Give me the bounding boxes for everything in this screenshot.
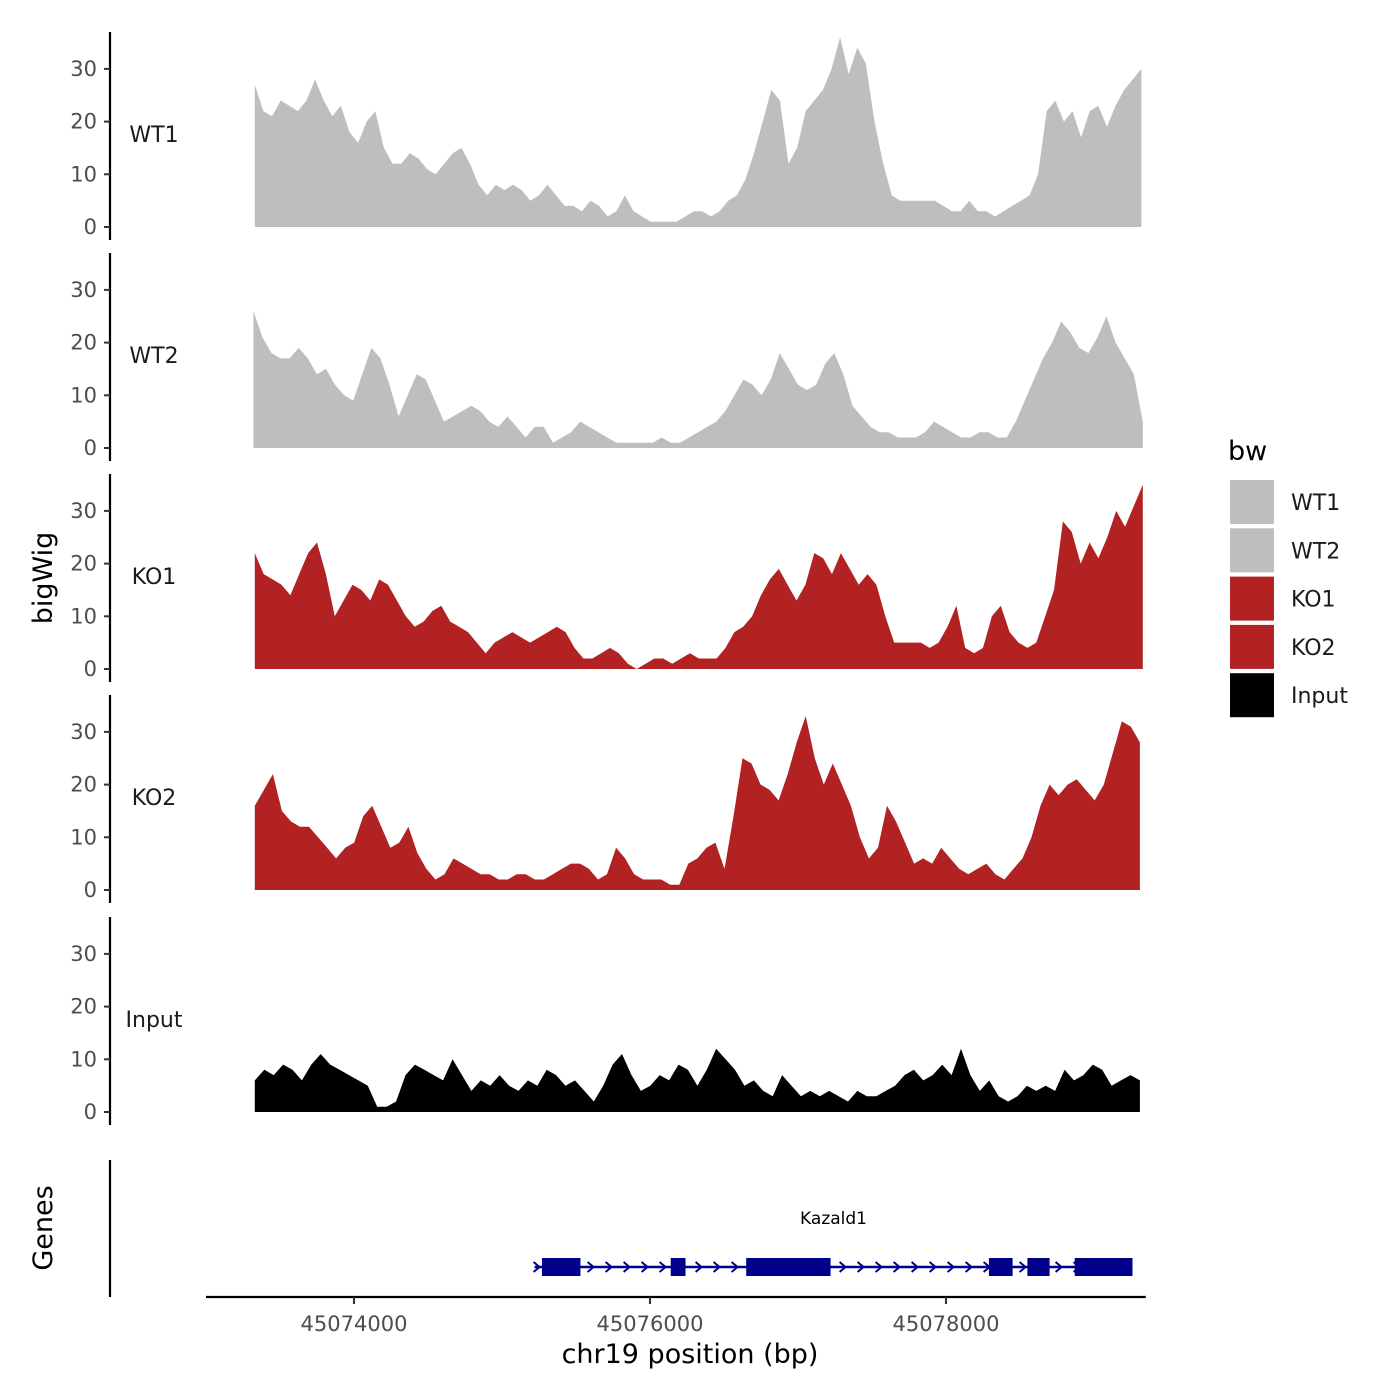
- gene-track: Kazald1: [108, 1160, 1133, 1297]
- signal-area-wt2: [253, 311, 1143, 448]
- legend-label-wt2: WT2: [1291, 539, 1340, 564]
- y-tick-label: 10: [70, 825, 97, 849]
- strand-arrow: [532, 1261, 542, 1273]
- y-axis-title: bigWig: [28, 532, 59, 625]
- track-panel-wt2: 0 10 20 30 WT2: [70, 253, 1143, 461]
- signal-area-ko2: [254, 716, 1140, 890]
- x-tick-label: 45078000: [893, 1312, 1000, 1336]
- strand-arrow: [1018, 1261, 1028, 1273]
- track-panel-ko1: 0 10 20 30 KO1: [70, 474, 1143, 682]
- y-tick-label: 30: [70, 942, 97, 966]
- legend-key-ko2: [1230, 624, 1274, 669]
- y-tick-label: 0: [84, 657, 97, 681]
- strand-arrow: [640, 1261, 650, 1273]
- gene-exon: [746, 1258, 831, 1276]
- legend: bw WT1 WT2 KO1 KO2 Input: [1228, 436, 1348, 718]
- x-tick-label: 45076000: [597, 1312, 704, 1336]
- strand-arrow: [622, 1261, 632, 1273]
- strand-arrow: [928, 1261, 938, 1273]
- y-tick-label: 30: [70, 499, 97, 523]
- signal-area-ko1: [254, 484, 1143, 669]
- signal-area-wt1: [254, 37, 1142, 227]
- track-panel-input: 0 10 20 30 Input: [70, 917, 1140, 1125]
- legend-label-input: Input: [1291, 684, 1348, 709]
- y-tick-label: 10: [70, 1047, 97, 1071]
- y-tick-label: 10: [70, 604, 97, 628]
- track-panel-ko2: 0 10 20 30 KO2: [70, 695, 1140, 903]
- strand-arrow: [874, 1261, 884, 1273]
- strand-arrow: [658, 1261, 668, 1273]
- y-tick-label: 0: [84, 1100, 97, 1124]
- panel-label-wt2: WT2: [129, 344, 178, 369]
- y-tick-label: 30: [70, 720, 97, 744]
- y-tick-label: 0: [84, 215, 97, 239]
- track-panel-wt1: 0 10 20 30 WT1: [70, 32, 1142, 240]
- legend-label-ko2: KO2: [1291, 636, 1336, 661]
- legend-key-wt1: [1230, 480, 1274, 524]
- strand-arrow: [1054, 1261, 1064, 1273]
- track-panels: 0 10 20 30 WT1 0 10 20 30 WT2 0 10 20 30 KO1 0 10 20 30 KO2…: [70, 32, 1143, 1125]
- strand-arrow: [586, 1261, 596, 1273]
- legend-title: bw: [1228, 436, 1267, 467]
- y-tick-label: 30: [70, 278, 97, 302]
- legend-key-input: [1230, 673, 1274, 718]
- strand-arrow: [910, 1261, 920, 1273]
- strand-arrow: [604, 1261, 614, 1273]
- y-tick-label: 30: [70, 57, 97, 81]
- y-tick-label: 20: [70, 773, 97, 797]
- strand-arrow: [964, 1261, 974, 1273]
- strand-arrow: [892, 1261, 902, 1273]
- y-tick-label: 20: [70, 552, 97, 576]
- panel-label-wt1: WT1: [129, 123, 178, 148]
- x-axis: 45074000 45076000 45078000: [206, 1295, 1146, 1336]
- y-tick-label: 10: [70, 162, 97, 186]
- panel-label-ko1: KO1: [132, 565, 177, 590]
- y-tick-label: 0: [84, 436, 97, 460]
- gene-exon: [988, 1258, 1013, 1276]
- gene-track-title: Genes: [28, 1185, 59, 1270]
- gene-exon: [541, 1258, 581, 1276]
- x-axis-title: chr19 position (bp): [562, 1339, 819, 1370]
- y-tick-label: 20: [70, 995, 97, 1019]
- strand-arrow: [694, 1261, 704, 1273]
- legend-label-ko1: KO1: [1291, 588, 1336, 613]
- panel-label-input: Input: [126, 1008, 183, 1033]
- panel-label-ko2: KO2: [132, 786, 177, 811]
- strand-arrow: [946, 1261, 956, 1273]
- legend-key-ko1: [1230, 576, 1274, 621]
- strand-arrow: [856, 1261, 866, 1273]
- legend-key-wt2: [1230, 528, 1274, 573]
- y-tick-label: 20: [70, 110, 97, 134]
- y-tick-label: 0: [84, 878, 97, 902]
- gene-exon: [1074, 1258, 1133, 1276]
- gene-name-label: Kazald1: [800, 1209, 867, 1229]
- strand-arrow: [712, 1261, 722, 1273]
- y-tick-label: 10: [70, 383, 97, 407]
- legend-label-wt1: WT1: [1291, 491, 1340, 516]
- gene-exon: [670, 1258, 686, 1276]
- strand-arrow: [838, 1261, 848, 1273]
- y-tick-label: 20: [70, 331, 97, 355]
- signal-area-input: [254, 1048, 1140, 1112]
- strand-arrow: [730, 1261, 740, 1273]
- gene-exon: [1027, 1258, 1050, 1276]
- x-tick-label: 45074000: [301, 1312, 408, 1336]
